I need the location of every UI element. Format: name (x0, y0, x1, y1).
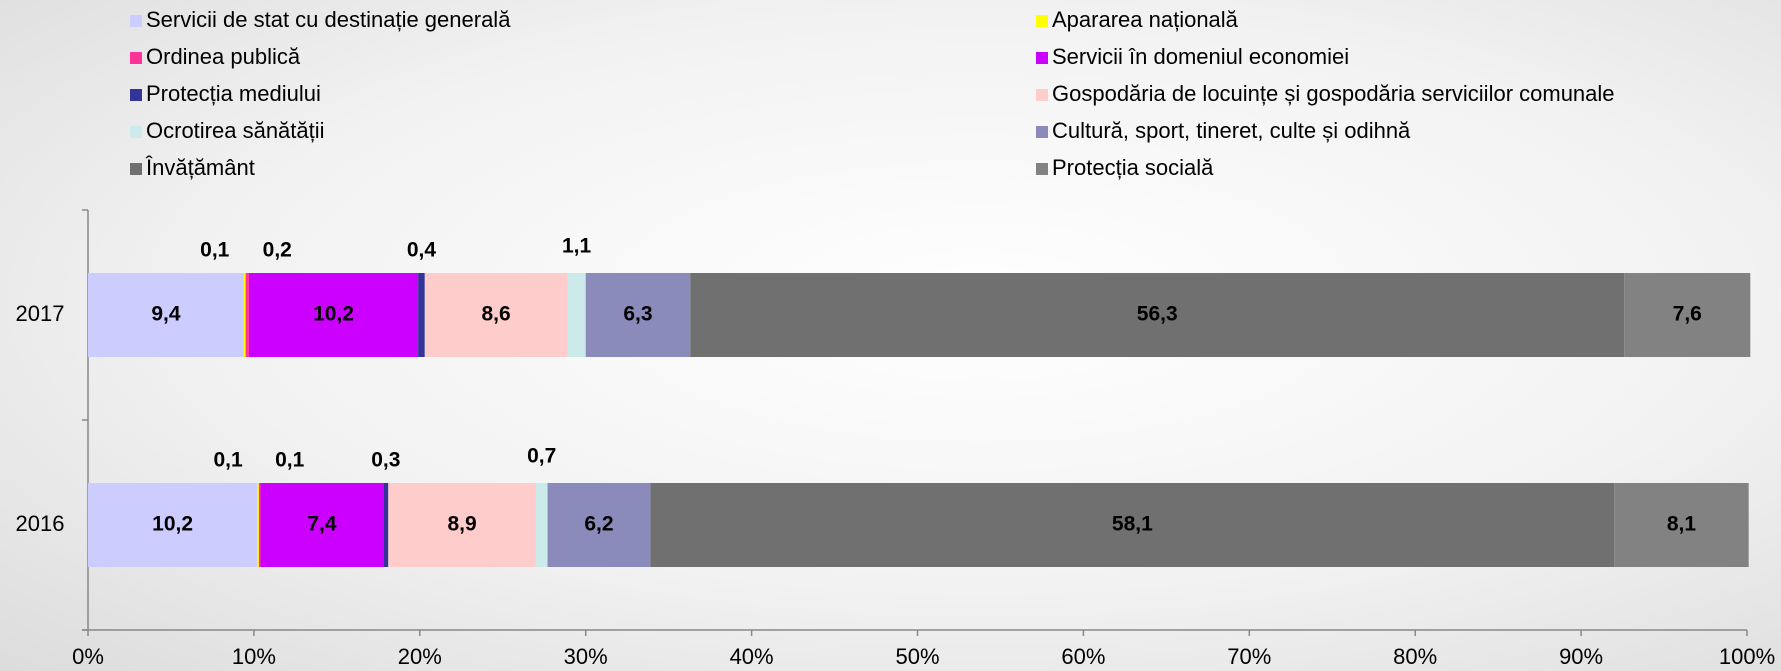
bar-segment (585, 273, 691, 357)
bar-segment (248, 273, 419, 357)
bar-segment (535, 483, 548, 567)
legend-swatch (1036, 163, 1048, 175)
bar-segment (424, 273, 568, 357)
x-tick-label: 60% (1061, 644, 1105, 669)
y-tick-label: 2017 (16, 301, 65, 326)
x-tick-label: 40% (730, 644, 774, 669)
bar-segment (258, 483, 261, 567)
legend-swatch (130, 163, 142, 175)
legend-swatch (130, 126, 142, 138)
data-label: 56,3 (1137, 303, 1178, 326)
bar-segment (88, 483, 258, 567)
legend-swatch (1036, 89, 1048, 101)
x-tick-label: 20% (398, 644, 442, 669)
x-tick-label: 0% (72, 644, 104, 669)
x-tick-label: 90% (1559, 644, 1603, 669)
data-label: 0,2 (263, 239, 292, 262)
x-tick-label: 50% (895, 644, 939, 669)
legend-swatch (130, 52, 142, 64)
x-tick-label: 10% (232, 644, 276, 669)
data-label: 7,4 (307, 513, 337, 536)
bar-segment (388, 483, 536, 567)
bar-segment (690, 273, 1625, 357)
legend-label: Servicii în domeniul economiei (1052, 44, 1349, 69)
data-label: 10,2 (152, 513, 193, 536)
legend-swatch (1036, 52, 1048, 64)
data-label: 0,4 (407, 239, 437, 262)
legend-label: Protecția socială (1052, 155, 1214, 180)
x-tick-label: 30% (564, 644, 608, 669)
data-label: 0,7 (527, 445, 556, 468)
data-label: 6,2 (584, 513, 613, 536)
x-tick-label: 80% (1393, 644, 1437, 669)
data-label: 10,2 (313, 303, 354, 326)
legend-label: Protecția mediului (146, 81, 321, 106)
y-tick-label: 2016 (16, 511, 65, 536)
data-label: 0,1 (200, 239, 230, 262)
legend-label: Cultură, sport, tineret, culte și odihnă (1052, 118, 1411, 143)
x-tick-label: 70% (1227, 644, 1271, 669)
legend-swatch (130, 15, 142, 27)
bar-segment (243, 273, 246, 357)
data-label: 0,1 (275, 449, 305, 472)
legend-swatch (130, 89, 142, 101)
data-label: 8,9 (448, 513, 477, 536)
bar-segment (257, 483, 259, 567)
data-label: 9,4 (151, 303, 181, 326)
bar-segment (1624, 273, 1751, 357)
bar-segment (547, 483, 651, 567)
data-label: 0,3 (371, 449, 400, 472)
bar-segment (418, 273, 425, 357)
bar-segment (383, 483, 389, 567)
legend-swatch (1036, 15, 1048, 27)
legend-label: Ordinea publică (146, 44, 301, 69)
bar-segment (567, 273, 586, 357)
bar-segment (245, 273, 249, 357)
legend-label: Apararea națională (1052, 7, 1239, 32)
data-label: 8,1 (1667, 513, 1697, 536)
data-label: 7,6 (1673, 303, 1702, 326)
legend-swatch (1036, 126, 1048, 138)
legend-label: Gospodăria de locuințe și gospodăria ser… (1052, 81, 1615, 106)
bar-segment (650, 483, 1615, 567)
legend-label: Ocrotirea sănătății (146, 118, 325, 143)
data-label: 58,1 (1112, 513, 1153, 536)
bar-segment (260, 483, 384, 567)
bar-segment (1614, 483, 1749, 567)
data-label: 6,3 (623, 303, 652, 326)
x-tick-label: 100% (1719, 644, 1775, 669)
bar-segment (88, 273, 244, 357)
data-label: 0,1 (213, 449, 243, 472)
data-label: 8,6 (482, 303, 511, 326)
legend-label: Învățământ (145, 155, 255, 180)
legend-label: Servicii de stat cu destinație generală (146, 7, 511, 32)
data-label: 1,1 (562, 235, 592, 258)
